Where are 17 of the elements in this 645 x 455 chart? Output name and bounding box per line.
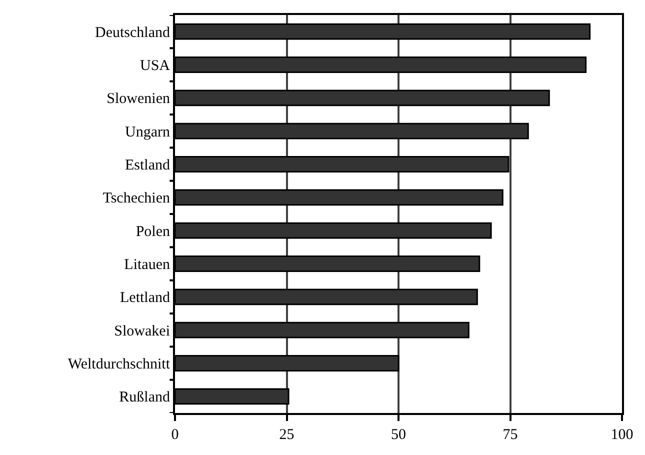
- y-tick-label: Slowakei: [114, 323, 170, 340]
- x-tick-label: 100: [610, 427, 634, 443]
- x-tick-label: 75: [502, 427, 518, 443]
- y-tick-label: Ungarn: [125, 124, 170, 140]
- y-tick-label: Deutschland: [95, 24, 170, 41]
- y-tick-label: Polen: [136, 224, 170, 240]
- y-tick-label: Rußland: [119, 390, 170, 406]
- y-tick-label: Tschechien: [102, 190, 170, 207]
- y-tick-label: Estland: [125, 158, 170, 174]
- y-tick-label: Weltdurchschnitt: [68, 356, 171, 372]
- y-tick-label: Slowenien: [106, 91, 170, 108]
- y-tick-label: Lettland: [120, 290, 170, 306]
- x-tick-label: 25: [279, 427, 294, 443]
- x-tick-label: 50: [391, 427, 406, 443]
- y-tick-label: USA: [140, 58, 170, 74]
- x-tick-label: 0: [171, 427, 179, 443]
- y-tick-label: Litauen: [124, 257, 170, 273]
